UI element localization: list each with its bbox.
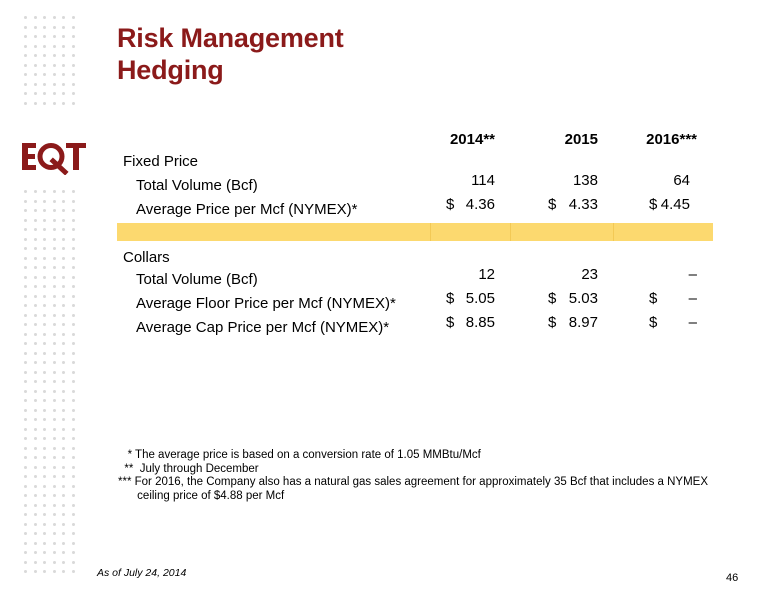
row-label-collars-cap-price: Average Cap Price per Mcf (NYMEX)* bbox=[136, 319, 390, 336]
slide-title-line-1: Risk Management bbox=[117, 23, 344, 53]
slide-title: Risk Management Hedging bbox=[117, 22, 344, 86]
cell-fixed-volume-2015: 138 bbox=[572, 172, 598, 189]
cell-collars-volume-2015: 23 bbox=[581, 266, 598, 283]
column-header-2014: 2014** bbox=[449, 131, 495, 148]
slide-title-line-2: Hedging bbox=[117, 55, 224, 85]
currency-symbol: $ bbox=[446, 196, 455, 213]
cell-fixed-price-2015: 4.33 bbox=[568, 196, 598, 213]
cell-floor-price-2015: 5.03 bbox=[568, 290, 598, 307]
cell-fixed-price-2016: 4.45 bbox=[660, 196, 690, 213]
highlight-band bbox=[117, 223, 713, 241]
cell-floor-price-2016: – bbox=[688, 290, 697, 307]
currency-symbol: $ bbox=[649, 196, 658, 213]
currency-symbol: $ bbox=[548, 314, 557, 331]
column-header-2015: 2015 bbox=[564, 131, 598, 148]
currency-symbol: $ bbox=[548, 290, 557, 307]
cell-floor-price-2014: 5.05 bbox=[465, 290, 495, 307]
currency-symbol: $ bbox=[649, 290, 658, 307]
currency-symbol: $ bbox=[446, 290, 455, 307]
page-number: 46 bbox=[726, 572, 739, 584]
decorative-dot-grid-bottom bbox=[24, 190, 84, 580]
section-label-collars: Collars bbox=[123, 249, 170, 266]
currency-symbol: $ bbox=[649, 314, 658, 331]
cell-collars-volume-2014: 12 bbox=[478, 266, 495, 283]
decorative-dot-grid-top bbox=[24, 16, 84, 116]
footnote-2016-agreement-continued: ceiling price of $4.88 per Mcf bbox=[118, 489, 285, 502]
column-header-2016: 2016*** bbox=[646, 131, 697, 148]
cell-cap-price-2015: 8.97 bbox=[568, 314, 598, 331]
section-label-fixed-price: Fixed Price bbox=[123, 153, 199, 170]
row-label-collars-total-volume: Total Volume (Bcf) bbox=[136, 271, 258, 288]
footnotes: * The average price is based on a conver… bbox=[118, 449, 708, 503]
cell-fixed-volume-2014: 114 bbox=[471, 172, 495, 189]
currency-symbol: $ bbox=[548, 196, 557, 213]
row-label-fixed-total-volume: Total Volume (Bcf) bbox=[136, 177, 258, 194]
row-label-fixed-average-price: Average Price per Mcf (NYMEX)* bbox=[136, 201, 358, 218]
cell-fixed-volume-2016: 64 bbox=[673, 172, 690, 189]
cell-cap-price-2014: 8.85 bbox=[465, 314, 495, 331]
as-of-date: As of July 24, 2014 bbox=[97, 567, 187, 579]
cell-collars-volume-2016: – bbox=[688, 266, 697, 283]
row-label-collars-floor-price: Average Floor Price per Mcf (NYMEX)* bbox=[136, 295, 396, 312]
footnote-july-december: ** July through December bbox=[118, 462, 259, 475]
footnote-2016-agreement: *** For 2016, the Company also has a nat… bbox=[118, 476, 709, 489]
eqt-logo bbox=[22, 143, 86, 175]
currency-symbol: $ bbox=[446, 314, 455, 331]
cell-fixed-price-2014: 4.36 bbox=[465, 196, 495, 213]
cell-cap-price-2016: – bbox=[688, 314, 697, 331]
footnote-average-price: * The average price is based on a conver… bbox=[118, 449, 481, 461]
